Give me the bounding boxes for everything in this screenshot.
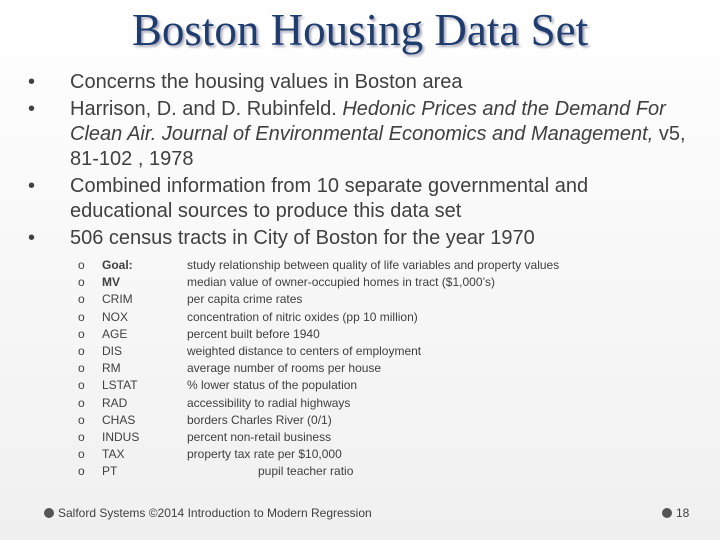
variable-term: CHAS (102, 412, 136, 427)
variable-term: DIS (102, 343, 123, 358)
variable-term: TAX (102, 447, 125, 462)
sub-bullet: o (78, 447, 85, 462)
variable-item: o Goal: study relationship between quality… (78, 257, 559, 274)
variable-term: LSTAT (102, 378, 138, 393)
footer-dot (44, 508, 54, 518)
sub-bullet: o (78, 326, 85, 341)
variable-item: o DIS weighted distance to centers of empl… (78, 343, 559, 360)
variable-description: median value of owner-occupied homes in … (187, 275, 495, 290)
variable-item: o LSTAT % lower status of the population (78, 377, 559, 394)
bullet-item: Harrison, D. and D. Rubinfeld. Hedonic P… (28, 97, 688, 172)
page-dot (662, 508, 672, 518)
footer: Salford Systems ©2014 Introduction to Mo… (44, 506, 372, 520)
variable-term: RM (102, 361, 121, 376)
variable-term: Goal: (102, 258, 133, 272)
variable-description: study relationship between quality of li… (187, 258, 560, 272)
bullet-text: v5, 81-102 , 1978 (70, 123, 686, 170)
variable-description: per capita crime rates (187, 292, 303, 307)
variable-term: INDUS (102, 429, 140, 444)
variable-term: PT (102, 464, 118, 479)
variable-description: concentration of nitric oxides (pp 10 mi… (187, 309, 418, 324)
sub-bullet: o (78, 412, 85, 427)
sub-bullet: o (78, 343, 85, 358)
variable-term: AGE (102, 326, 128, 341)
bullet-text: 506 census tracts in City of Boston for … (70, 227, 535, 249)
variable-item: o NOX concentration of nitric oxides (pp 1… (78, 309, 559, 326)
variable-description: accessibility to radial highways (187, 395, 351, 410)
variable-term: MV (102, 275, 120, 290)
variable-item: o RM average number of rooms per house (78, 360, 559, 377)
variable-item: o RAD accessibility to radial highways (78, 395, 559, 412)
sub-bullet: o (78, 378, 85, 393)
variable-description: pupil teacher ratio (258, 464, 354, 479)
variable-item: o CHAS borders Charles River (0/1) (78, 412, 559, 429)
sub-bullet: o (78, 429, 85, 444)
bullet-item: Concerns the housing values in Boston ar… (28, 70, 688, 95)
variable-description: property tax rate per $10,000 (187, 447, 342, 462)
page-number: 18 (662, 506, 689, 520)
bullet-list: Concerns the housing values in Boston ar… (28, 70, 688, 253)
variable-item: o AGE percent built before 1940 (78, 326, 559, 343)
bullet-text: Concerns the housing values in Boston ar… (70, 71, 463, 93)
sub-bullet: o (78, 292, 85, 307)
variable-item: o INDUS percent non-retail business (78, 429, 559, 446)
variable-list: o Goal: study relationship between quality… (78, 257, 559, 480)
sub-bullet: o (78, 395, 85, 410)
slide-title: Boston Housing Data Set (131, 5, 589, 55)
variable-description: average number of rooms per house (187, 361, 382, 376)
variable-item: o TAX property tax rate per $10,000 (78, 446, 559, 463)
page-text: 18 (676, 506, 690, 520)
sub-bullet: o (78, 361, 85, 376)
variable-description: % lower status of the population (187, 378, 358, 393)
bullet-text: Harrison, D. and D. Rubinfeld. (70, 98, 343, 120)
variable-description: percent built before 1940 (187, 326, 320, 341)
bullet-item: Combined information from 10 separate go… (28, 174, 688, 224)
variable-term: CRIM (102, 292, 133, 307)
bullet-text: Hedonic Prices and the Demand For Clean … (70, 98, 666, 145)
variable-item: o CRIM per capita crime rates (78, 291, 559, 308)
variable-item: o PT pupil teacher ratio (78, 463, 559, 480)
variable-description: borders Charles River (0/1) (187, 412, 332, 427)
variable-term: NOX (102, 309, 129, 324)
footer-text: Salford Systems ©2014 Introduction to Mo… (58, 506, 372, 520)
sub-bullet: o (78, 464, 85, 479)
variable-description: percent non-retail business (187, 429, 332, 444)
sub-bullet: o (78, 258, 85, 272)
bullet-item: 506 census tracts in City of Boston for … (28, 226, 688, 251)
variable-description: weighted distance to centers of employme… (187, 343, 422, 358)
variable-term: RAD (102, 395, 128, 410)
sub-bullet: o (78, 309, 85, 324)
bullet-text: Combined information from 10 separate go… (70, 175, 589, 222)
sub-bullet: o (78, 275, 85, 290)
variable-item: o MV median value of owner-occupied homes … (78, 274, 559, 291)
